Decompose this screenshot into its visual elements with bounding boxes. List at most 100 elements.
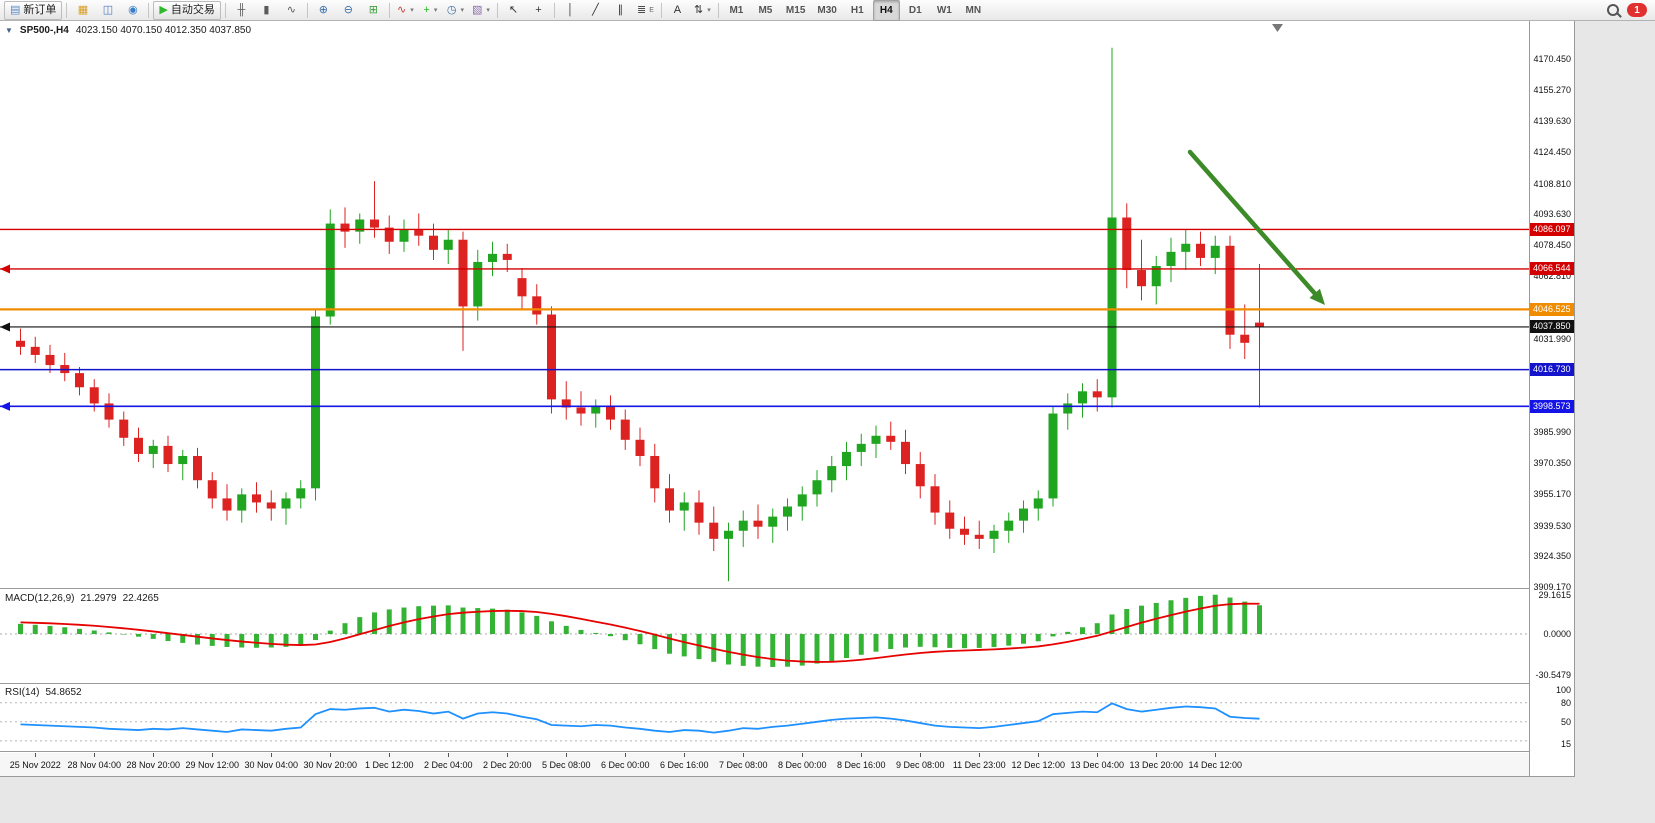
rsi-axis-label: 50 [1560, 716, 1571, 727]
timeframe-m5-button[interactable]: M5 [758, 4, 773, 16]
candle [355, 213, 365, 244]
macd-histogram-bar [696, 634, 702, 660]
indicators-button[interactable]: ∿ ▾ [394, 1, 417, 20]
toolbar-separator [553, 2, 555, 18]
macd-histogram-bar [947, 634, 953, 648]
candle [163, 435, 173, 473]
candle [340, 207, 350, 248]
price-axis-label: 4139.630 [1533, 116, 1571, 127]
line-chart-type-button[interactable]: ∿ [280, 1, 303, 20]
macd-histogram-bar [755, 634, 761, 667]
periods-button[interactable]: ◷ ▾ [444, 1, 467, 20]
panel-separator[interactable] [0, 683, 1574, 684]
price-line-anchor[interactable] [0, 322, 10, 332]
candle [812, 470, 822, 507]
candle [148, 439, 158, 469]
market-watch-button[interactable]: ◉ [121, 1, 144, 20]
candlestick-type-icon: ▮ [263, 3, 270, 16]
indicators-dropdown-caret[interactable]: ▾ [410, 7, 414, 14]
macd-histogram-bar [77, 628, 82, 634]
price-line-anchor[interactable] [0, 264, 10, 274]
arrows-tool-button[interactable]: ⇅ ▾ [691, 1, 714, 20]
fibonacci-button[interactable]: ≣ E [634, 1, 657, 20]
timeframe-w1-button[interactable]: W1 [936, 4, 952, 16]
search-icon[interactable] [1607, 4, 1619, 16]
timeframe-d1-button[interactable]: D1 [908, 4, 922, 16]
candle [1122, 203, 1132, 289]
timeframe-h4-button[interactable]: H4 [872, 0, 900, 21]
macd-histogram-bar [726, 634, 731, 665]
market-watch-icon: ◉ [128, 3, 138, 16]
trendline-button[interactable]: ╱ [584, 1, 607, 20]
time-axis-tick [1215, 753, 1217, 757]
time-axis-tick [271, 753, 273, 757]
price-level-badge: 4016.730 [1530, 363, 1574, 377]
toolbar-separator [148, 2, 150, 18]
price-axis-label: 3955.170 [1533, 489, 1571, 500]
time-axis-tick [802, 753, 804, 757]
toolbar-separator [388, 2, 390, 18]
time-axis[interactable]: 25 Nov 2022 28 Nov 04:00 28 Nov 20:00 29 No… [0, 753, 1574, 776]
time-axis-label: 8 Dec 16:00 [836, 760, 886, 770]
rsi-panel-canvas[interactable] [0, 685, 1529, 751]
channel-button[interactable]: ∥ [609, 1, 632, 20]
zoom-out-button[interactable]: ⊖ [337, 1, 360, 20]
candle [1181, 229, 1191, 271]
price-line-anchor[interactable] [0, 401, 10, 411]
candle [252, 482, 261, 513]
main-chart-canvas[interactable] [0, 21, 1529, 588]
candle [502, 243, 512, 273]
macd-histogram-bar [150, 634, 156, 639]
toolbar-right: 1 [1607, 3, 1647, 17]
price-axis-label: 3924.350 [1533, 551, 1571, 562]
auto-trading-label: 自动交易 [170, 3, 215, 16]
timeframe-m30-button[interactable]: M30 [817, 4, 837, 16]
auto-trading-button[interactable]: ▶ 自动交易 [153, 0, 221, 20]
candle [134, 427, 143, 463]
candle [488, 241, 497, 277]
templates-dropdown-caret[interactable]: ▾ [486, 7, 490, 14]
candle [606, 395, 615, 430]
timeframe-m15-button[interactable]: M15 [785, 4, 806, 16]
text-button[interactable]: A [666, 1, 689, 20]
timeframe-mn-button[interactable]: MN [965, 4, 982, 16]
cursor-button[interactable]: ↖ [502, 1, 525, 20]
candle [1004, 512, 1014, 543]
new-order-icon: ▤ [10, 3, 21, 16]
templates-button[interactable]: ▧ ▾ [469, 1, 493, 20]
panel-separator[interactable] [0, 751, 1574, 752]
candlestick-type-button[interactable]: ▮ [255, 1, 278, 20]
zoom-in-icon: ⊕ [318, 3, 328, 16]
time-axis-tick [743, 753, 745, 757]
price-axis[interactable]: 4170.450 4155.270 4139.630 4124.450 4108.810… [1529, 21, 1574, 776]
timeframe-m1-button[interactable]: M1 [729, 4, 744, 16]
tile-windows-button[interactable]: ⊞ [362, 1, 385, 20]
periods-dropdown-caret[interactable]: ▾ [460, 7, 464, 14]
time-axis-label: 28 Nov 20:00 [126, 760, 181, 770]
macd-histogram-bar [844, 634, 849, 659]
time-axis-tick [1097, 753, 1099, 757]
toolbar-separator [66, 2, 68, 18]
add-indicator-dropdown-caret[interactable]: ▾ [433, 7, 438, 14]
rsi-line [20, 702, 1260, 734]
arrows-tool-dropdown-caret[interactable]: ▾ [707, 7, 711, 14]
chart-window: ▼ SP500-,H4 4023.150 4070.150 4012.350 4… [0, 21, 1575, 777]
add-indicator-button[interactable]: + ▾ [419, 1, 442, 20]
bar-chart-type-button[interactable]: ╫ [230, 1, 253, 20]
zoom-in-button[interactable]: ⊕ [312, 1, 335, 20]
profiles-button[interactable]: ◫ [96, 1, 119, 20]
macd-histogram-bar [460, 607, 466, 634]
new-order-button[interactable]: ▤ 新订单 [4, 0, 63, 20]
candle [679, 492, 689, 531]
chart-shift-marker-icon[interactable] [1272, 24, 1283, 32]
macd-histogram-bar [785, 634, 790, 667]
macd-panel-canvas[interactable] [0, 590, 1529, 681]
notification-badge[interactable]: 1 [1627, 3, 1647, 17]
charts-button[interactable]: ▦ [71, 1, 94, 20]
panel-separator[interactable] [0, 588, 1574, 589]
trend-arrow-annotation[interactable] [1187, 149, 1325, 305]
vertical-line-button[interactable]: │ [559, 1, 582, 20]
crosshair-button[interactable]: + [527, 1, 550, 20]
timeframe-h1-button[interactable]: H1 [850, 4, 864, 16]
time-axis-label: 25 Nov 2022 [9, 760, 61, 770]
